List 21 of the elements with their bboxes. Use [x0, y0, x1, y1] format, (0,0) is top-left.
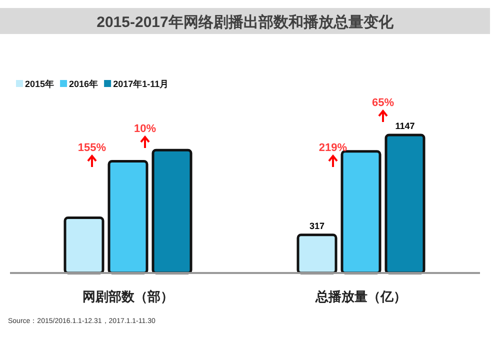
bar: [64, 216, 104, 274]
annotation: 219%: [318, 142, 348, 168]
annotation: 10%: [134, 123, 156, 135]
annotation: 65%: [372, 97, 394, 123]
bar: [384, 134, 426, 274]
bar: [340, 150, 382, 274]
x-tick-label: 网剧部数（部）: [82, 289, 174, 304]
annotation: 10%: [134, 123, 156, 149]
annotation: 219%: [318, 142, 348, 154]
chart-title: 2015-2017年网络剧播出部数和播放总量变化: [96, 13, 394, 31]
legend-label: 2017年1-11月: [113, 79, 169, 89]
annotation: 155%: [78, 142, 106, 154]
bar: [108, 160, 148, 274]
legend-label: 2016年: [69, 79, 98, 89]
bar: [296, 234, 338, 274]
bar: [152, 148, 192, 274]
annotation: 155%: [78, 142, 106, 168]
legend-label: 2015年: [25, 79, 54, 89]
data-label: 317: [309, 220, 325, 231]
x-tick-label: 总播放量（亿）: [314, 289, 406, 304]
data-label: 1147: [395, 121, 415, 131]
